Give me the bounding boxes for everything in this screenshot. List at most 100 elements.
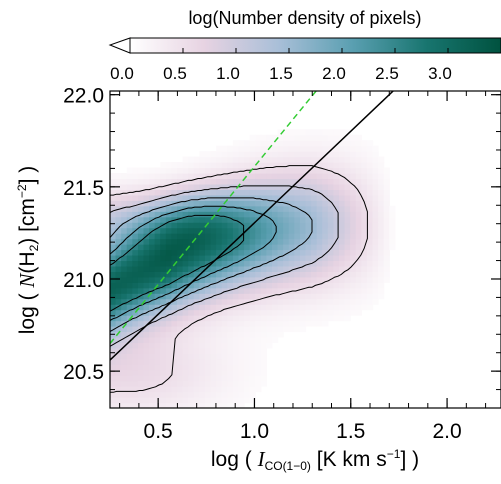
heatmap-cell xyxy=(316,145,323,152)
heatmap-cell xyxy=(227,347,234,354)
heatmap-cell xyxy=(333,216,340,223)
heatmap-cell xyxy=(160,162,167,169)
heatmap-cell xyxy=(143,315,150,322)
heatmap-cell xyxy=(238,265,245,272)
heatmap-cell xyxy=(216,331,223,338)
heatmap-cell xyxy=(160,227,167,234)
heatmap-cell xyxy=(260,222,267,229)
heatmap-cell xyxy=(283,238,290,245)
heatmap-cell xyxy=(238,353,245,360)
heatmap-cell xyxy=(383,200,390,207)
heatmap-cell xyxy=(188,358,195,365)
heatmap-cell xyxy=(305,178,312,185)
heatmap-cell xyxy=(221,205,228,212)
heatmap-cell xyxy=(294,205,301,212)
heatmap-cell xyxy=(271,254,279,262)
heatmap-cell xyxy=(182,397,189,404)
heatmap-cell xyxy=(311,211,318,218)
heatmap-cell xyxy=(299,205,307,212)
heatmap-cell xyxy=(193,216,200,223)
heatmap-cell xyxy=(216,282,223,289)
heatmap-cell xyxy=(126,380,133,387)
heatmap-cell xyxy=(154,238,161,245)
heatmap-cell xyxy=(355,282,362,289)
heatmap-cell xyxy=(210,233,217,240)
heatmap-cell xyxy=(221,167,228,174)
heatmap-cell xyxy=(188,254,195,262)
heatmap-cell xyxy=(177,178,184,185)
heatmap-cell xyxy=(143,380,150,387)
heatmap-cell xyxy=(350,216,357,223)
heatmap-cell xyxy=(316,167,323,174)
heatmap-cell xyxy=(171,380,178,387)
heatmap-cell xyxy=(149,254,156,262)
heatmap-cell xyxy=(350,134,357,141)
heatmap-cell xyxy=(244,189,251,196)
heatmap-cell xyxy=(322,227,329,234)
heatmap-cell xyxy=(199,233,206,240)
heatmap-cell xyxy=(288,304,295,311)
heatmap-cell xyxy=(210,183,217,190)
heatmap-cell xyxy=(227,151,234,158)
heatmap-cell xyxy=(288,151,295,158)
heatmap-cell xyxy=(210,178,217,185)
heatmap-cell xyxy=(171,293,178,300)
heatmap-cell xyxy=(344,162,351,169)
heatmap-cell xyxy=(121,315,128,322)
heatmap-cell xyxy=(193,200,200,207)
heatmap-cell xyxy=(322,129,329,136)
heatmap-cell xyxy=(216,386,223,393)
heatmap-cell xyxy=(350,156,357,163)
heatmap-cell xyxy=(126,287,133,294)
heatmap-cell xyxy=(238,233,245,240)
heatmap-cell xyxy=(260,358,267,365)
heatmap-cell xyxy=(171,331,178,338)
heatmap-cell xyxy=(132,386,139,393)
heatmap-cell xyxy=(244,200,251,207)
heatmap-cell xyxy=(177,183,184,190)
colorbar-gradient xyxy=(129,37,501,54)
heatmap-cell xyxy=(271,172,279,180)
heatmap-cell xyxy=(344,140,351,147)
heatmap-cell xyxy=(143,172,150,180)
heatmap-cell xyxy=(154,265,161,272)
heatmap-cell xyxy=(137,347,145,354)
heatmap-cell xyxy=(227,249,234,256)
heatmap-cell xyxy=(283,156,290,163)
heatmap-cell xyxy=(266,282,273,289)
heatmap-cell xyxy=(277,167,284,174)
heatmap-cell xyxy=(322,298,329,305)
heatmap-cell xyxy=(311,271,318,278)
heatmap-cell xyxy=(121,369,128,376)
heatmap-cell xyxy=(311,265,318,272)
heatmap-cell xyxy=(126,320,133,327)
heatmap-cell xyxy=(227,320,234,327)
heatmap-cell xyxy=(204,347,212,354)
heatmap-cell xyxy=(232,265,240,272)
heatmap-cell xyxy=(378,276,385,283)
heatmap-cell xyxy=(154,364,161,371)
heatmap-cell xyxy=(221,391,228,398)
heatmap-cell xyxy=(227,211,234,218)
heatmap-cell xyxy=(137,254,145,262)
heatmap-cell xyxy=(227,145,234,152)
heatmap-cell xyxy=(333,211,340,218)
heatmap-cell xyxy=(210,151,217,158)
heatmap-cell xyxy=(316,178,323,185)
heatmap-cell xyxy=(389,238,396,245)
heatmap-cell xyxy=(232,369,240,376)
heatmap-cell xyxy=(322,244,329,251)
heatmap-cell xyxy=(344,304,351,311)
heatmap-cell xyxy=(277,326,284,333)
heatmap-cell xyxy=(132,211,139,218)
heatmap-cell xyxy=(210,167,217,174)
heatmap-cell xyxy=(372,249,379,256)
heatmap-cell xyxy=(255,375,262,382)
heatmap-cell xyxy=(255,315,262,322)
heatmap-cell xyxy=(322,222,329,229)
heatmap-cell xyxy=(322,200,329,207)
heatmap-cell xyxy=(137,353,145,360)
heatmap-cell xyxy=(121,380,128,387)
heatmap-cell xyxy=(204,391,212,398)
heatmap-cell xyxy=(221,189,228,196)
